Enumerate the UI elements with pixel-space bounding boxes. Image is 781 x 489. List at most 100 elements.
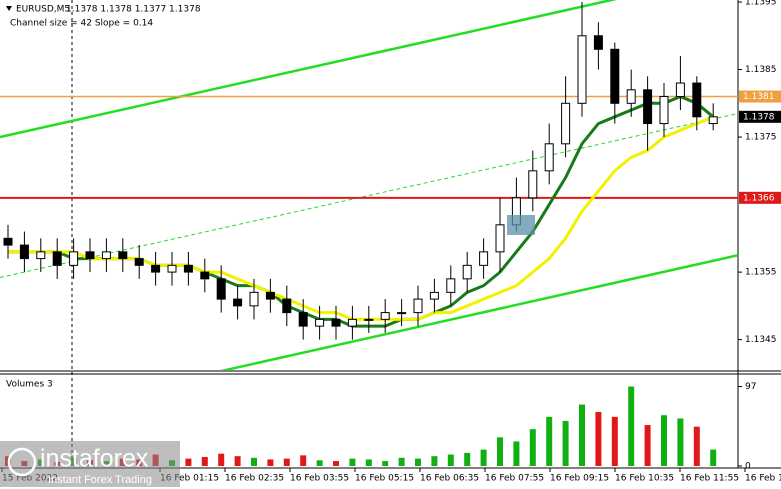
x-tick-label: 16 Feb 13:15 — [745, 474, 781, 484]
candle-body — [347, 318, 357, 327]
volume-bar — [398, 457, 405, 466]
candle-body — [593, 35, 603, 50]
x-tick-label: 16 Feb 05:15 — [355, 474, 414, 484]
level-label-bg — [739, 90, 781, 103]
volume-bar — [234, 456, 241, 466]
highlight-zone — [507, 215, 535, 235]
candle-body — [429, 291, 439, 300]
candle-body — [216, 278, 226, 300]
volume-bar — [431, 456, 438, 466]
volumes-title: Volumes 3 — [6, 380, 53, 390]
x-tick-label: 16 Feb 09:15 — [550, 474, 609, 484]
candle-body — [19, 244, 29, 260]
candle-body — [69, 251, 79, 266]
level-label-bg — [739, 191, 781, 204]
candle-body — [479, 251, 489, 266]
volume-bar — [677, 418, 684, 466]
candle-body — [233, 298, 243, 307]
watermark-brand: instaforex — [40, 445, 149, 473]
volume-bar — [201, 456, 208, 466]
last-price-label: 1.1378 — [743, 112, 775, 122]
volume-bar — [579, 404, 585, 466]
watermark-tagline: Instant Forex Trading — [48, 474, 152, 486]
volume-bar — [300, 455, 307, 466]
candle-body — [331, 318, 341, 327]
level-label: 1.1381 — [743, 92, 775, 102]
candle-body — [643, 89, 653, 125]
dropdown-arrow — [6, 6, 12, 11]
watermark-bg — [0, 441, 180, 487]
volume-bar — [710, 449, 717, 466]
symbol-title: EURUSD,M5 — [16, 5, 70, 15]
volume-bar — [251, 457, 257, 466]
candle-body — [364, 318, 374, 321]
candle-body — [544, 143, 554, 172]
volume-bar — [218, 453, 225, 466]
y-tick-label: 1.1395 — [745, 0, 777, 8]
volume-bar — [464, 452, 471, 466]
candle-body — [692, 82, 702, 118]
candle-body — [36, 251, 46, 260]
candle-body — [85, 251, 95, 260]
candle-body — [397, 312, 407, 315]
volume-bar — [382, 461, 389, 466]
candle-body — [298, 312, 308, 327]
candle-body — [495, 224, 505, 253]
volume-bar — [185, 458, 192, 466]
y-tick-label: 1.1385 — [745, 65, 777, 75]
volume-bar — [562, 420, 569, 466]
watermark-logo — [7, 447, 37, 477]
volume-bar — [365, 459, 372, 466]
volume-bar — [644, 425, 651, 466]
volume-bar — [611, 416, 618, 466]
y-tick-label: 1.1355 — [745, 268, 777, 278]
candle-body — [134, 258, 144, 266]
x-tick-label: 16 Feb 03:55 — [290, 474, 349, 484]
x-tick-label: 16 Feb 11:55 — [680, 474, 739, 484]
volume-bar — [415, 458, 421, 466]
y-tick-label: 1.1375 — [745, 133, 777, 143]
candle-body — [380, 312, 390, 320]
x-tick-label: 16 Feb 02:35 — [225, 474, 284, 484]
candle-body — [561, 102, 571, 145]
channel-lower — [220, 253, 738, 370]
volume-tick-label: 97 — [745, 382, 756, 392]
candle-body — [708, 116, 718, 125]
candle-body — [610, 48, 620, 104]
x-tick-label: 16 Feb 01:15 — [160, 474, 219, 484]
candle-body — [675, 82, 685, 98]
candle-body — [528, 170, 538, 199]
last-price-bg — [739, 110, 781, 123]
volume-bar — [283, 458, 290, 466]
candle-body — [200, 271, 210, 280]
volume-bar — [316, 460, 323, 466]
volume-bar — [513, 441, 520, 466]
volume-bar — [693, 426, 700, 466]
candle-body — [315, 318, 325, 327]
volume-tick-label: 0 — [745, 462, 751, 472]
candle-body — [626, 89, 636, 104]
x-tick-label: 16 Feb 06:35 — [420, 474, 479, 484]
channel-upper — [0, 0, 618, 139]
x-tick-label: 16 Feb 07:55 — [485, 474, 544, 484]
candle-body — [52, 251, 62, 266]
candle-body — [183, 264, 193, 273]
volume-bar — [529, 429, 536, 466]
volume-bar — [349, 458, 356, 466]
volume-bar — [595, 411, 602, 466]
volume-bar — [661, 415, 667, 466]
overlay: EURUSD,M5 1.1378 1.1378 1.1377 1.1378 Ch… — [0, 5, 201, 487]
candle-body — [249, 291, 259, 307]
x-tick-label: 16 Feb 10:35 — [615, 474, 674, 484]
candle-body — [659, 96, 669, 125]
volume-bar — [628, 386, 635, 466]
volume-bar — [447, 454, 454, 466]
volume-bar — [267, 459, 274, 466]
y-tick-label: 1.1345 — [745, 335, 777, 345]
volume-bar — [546, 416, 553, 466]
candle-body — [118, 251, 128, 260]
candle-body — [282, 298, 292, 314]
volume-bar — [497, 437, 503, 466]
candle-body — [462, 264, 472, 280]
